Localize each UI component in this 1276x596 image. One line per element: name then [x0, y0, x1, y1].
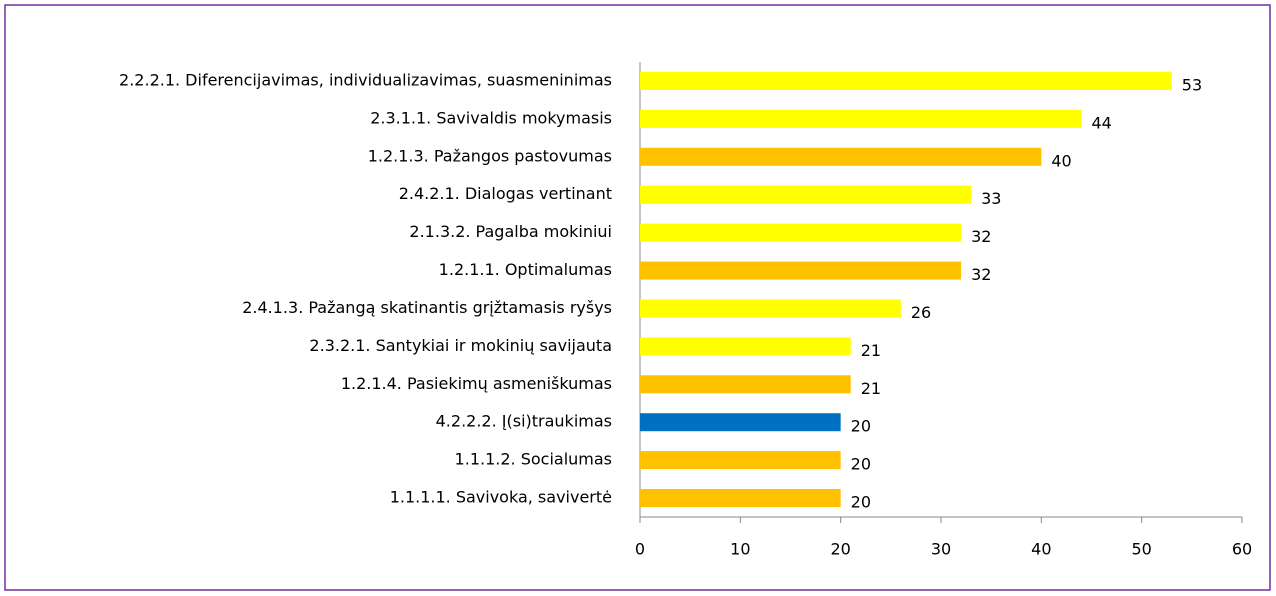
x-tick-label: 10 [730, 540, 750, 559]
value-label: 20 [851, 417, 871, 436]
x-tick-label: 0 [635, 540, 645, 559]
y-tick-label: 1.1.1.2. Socialumas [455, 450, 612, 469]
x-tick-label: 30 [931, 540, 951, 559]
y-tick-label: 2.4.2.1. Dialogas vertinant [399, 184, 612, 203]
y-tick-label: 2.3.2.1. Santykiai ir mokinių savijauta [309, 336, 612, 355]
x-tick-label: 20 [830, 540, 850, 559]
chart-border [4, 4, 1271, 591]
value-label: 32 [971, 227, 991, 246]
bar [640, 223, 962, 242]
value-label: 32 [971, 265, 991, 284]
bar [640, 185, 972, 204]
value-label: 33 [981, 189, 1001, 208]
bar [640, 71, 1172, 90]
bar [640, 299, 901, 318]
bar [640, 375, 851, 394]
value-label: 44 [1091, 113, 1111, 132]
y-tick-label: 2.1.3.2. Pagalba mokiniui [409, 222, 612, 241]
bar [640, 261, 962, 280]
value-label: 53 [1182, 75, 1202, 94]
y-tick-label: 1.1.1.1. Savivoka, savivertė [390, 488, 612, 507]
bar [640, 337, 851, 356]
value-label: 26 [911, 303, 931, 322]
bar [640, 109, 1082, 128]
x-tick-label: 40 [1031, 540, 1051, 559]
value-label: 21 [861, 379, 881, 398]
bar [640, 413, 841, 432]
bar [640, 451, 841, 470]
value-label: 21 [861, 341, 881, 360]
x-tick-label: 50 [1131, 540, 1151, 559]
x-tick-label: 60 [1232, 540, 1252, 559]
bar [640, 489, 841, 508]
y-tick-label: 2.3.1.1. Savivaldis mokymasis [370, 108, 612, 127]
y-tick-label: 2.2.2.1. Diferencijavimas, individualiza… [119, 70, 612, 89]
y-tick-label: 1.2.1.4. Pasiekimų asmeniškumas [341, 374, 612, 393]
value-label: 20 [851, 493, 871, 512]
bar [640, 147, 1042, 166]
value-label: 20 [851, 455, 871, 474]
y-tick-label: 2.4.1.3. Pažangą skatinantis grįžtamasis… [242, 298, 612, 317]
value-label: 40 [1051, 151, 1071, 170]
y-tick-label: 1.2.1.1. Optimalumas [439, 260, 612, 279]
y-tick-label: 4.2.2.2. Į(si)traukimas [436, 412, 612, 431]
y-tick-label: 1.2.1.3. Pažangos pastovumas [368, 146, 612, 165]
